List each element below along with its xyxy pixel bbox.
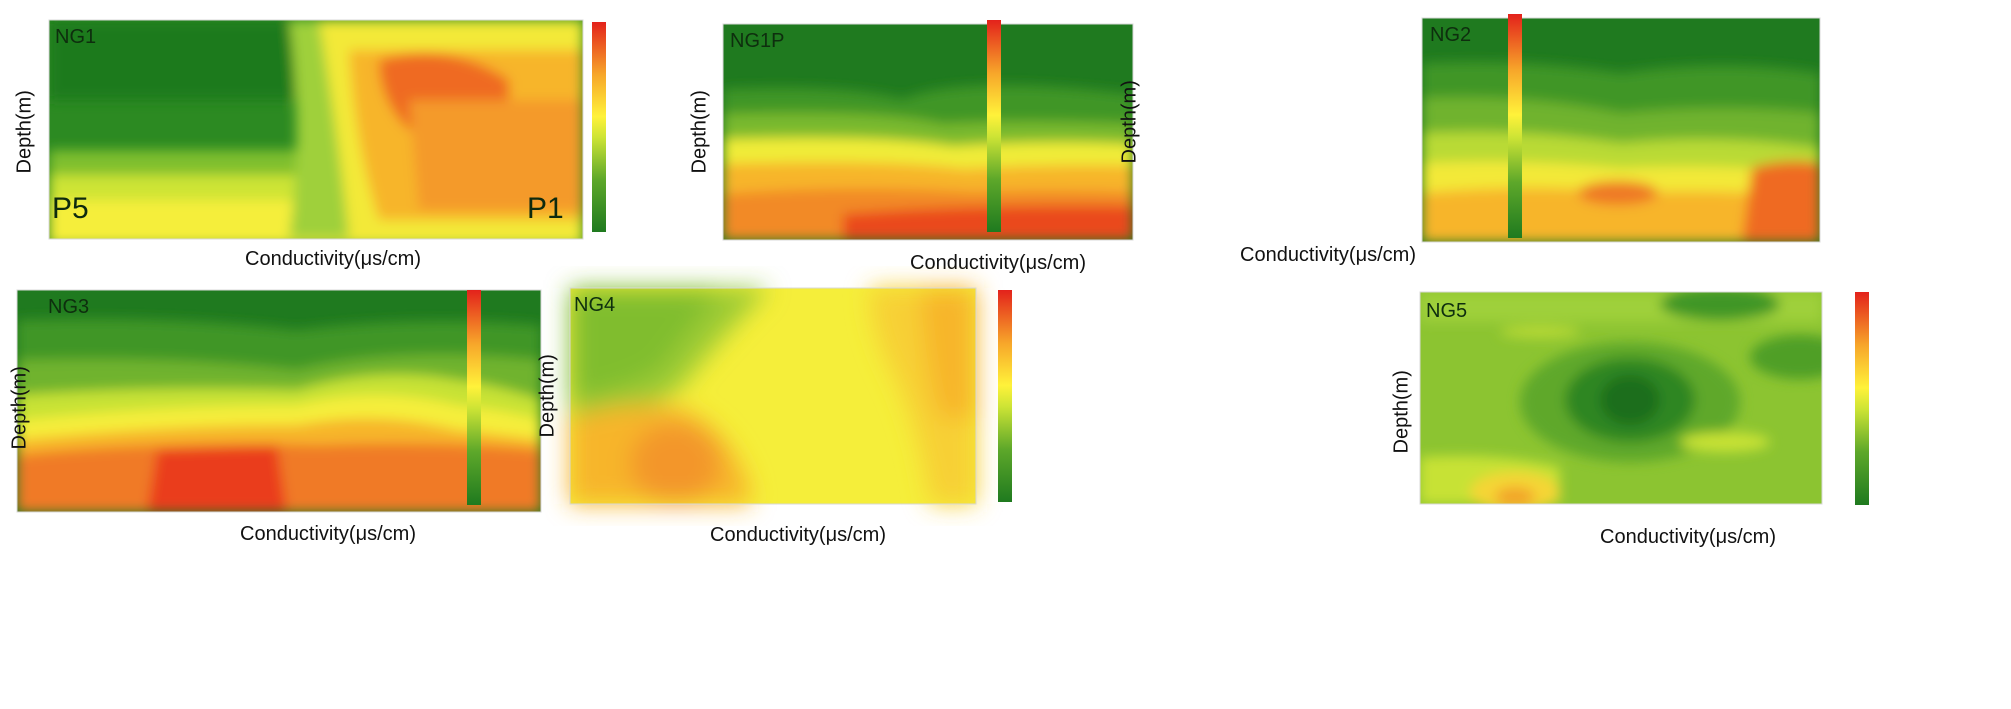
ng4-title: NG4 bbox=[574, 294, 616, 316]
ng1-title: NG1 bbox=[55, 26, 97, 48]
ng3-x-axis-label: Conductivity(μs/cm) bbox=[240, 523, 416, 545]
panel-ng3-plot: NG3 Conductivity(μs/cm) Depth(m) bbox=[0, 289, 660, 709]
ng1p-heatmap bbox=[722, 20, 1134, 241]
panel-ng2: NG2 Conductivity(μs/cm) Depth(m) bbox=[1119, 0, 2010, 350]
ng4-x-axis-label: Conductivity(μs/cm) bbox=[710, 524, 886, 546]
ng2-title: NG2 bbox=[1430, 24, 1472, 46]
panel-ng1: NG1 P5 P1 Conductivity(μs/cm) Depth(m) bbox=[0, 0, 660, 350]
ng5-title: NG5 bbox=[1426, 300, 1468, 322]
ng5-colorbar bbox=[1855, 292, 1869, 505]
panel-ng1p: NG1P Conductivity(μs/cm) Depth(m) bbox=[680, 0, 1320, 350]
ng3-title: NG3 bbox=[48, 296, 90, 318]
ng1-y-axis-label: Depth(m) bbox=[13, 90, 36, 174]
ng1-right-well-label: P1 bbox=[527, 192, 564, 225]
ng3-y-axis-label: Depth(m) bbox=[8, 366, 31, 450]
ng3-colorbar bbox=[467, 290, 481, 505]
ng1p-colorbar bbox=[987, 20, 1001, 232]
ng2-heatmap bbox=[1421, 14, 1821, 243]
ng1-heatmap bbox=[48, 19, 606, 240]
ng5-x-axis-label: Conductivity(μs/cm) bbox=[1600, 526, 1776, 548]
ng2-x-axis-label: Conductivity(μs/cm) bbox=[1240, 244, 1416, 266]
ng1-x-axis-label: Conductivity(μs/cm) bbox=[245, 248, 421, 270]
panel-ng5: NG5 Conductivity(μs/cm) Depth(m) bbox=[1391, 291, 2011, 709]
ng5-y-axis-label: Depth(m) bbox=[1390, 370, 1413, 454]
ng5-heatmap bbox=[1419, 291, 1869, 505]
ng1p-y-axis-label: Depth(m) bbox=[688, 90, 711, 174]
ng1-left-well-label: P5 bbox=[52, 192, 89, 225]
ng4-colorbar bbox=[998, 290, 1012, 502]
panel-ng4-main: NG4 Conductivity(μs/cm) Depth(m) bbox=[537, 287, 1270, 709]
ng1-colorbar bbox=[592, 22, 606, 232]
ng1p-title: NG1P bbox=[730, 30, 785, 52]
ng3-heatmap-body bbox=[16, 289, 542, 513]
ng4-y-axis-label: Depth(m) bbox=[536, 354, 559, 438]
ng4-heatmap-drawing bbox=[569, 287, 1012, 505]
ng2-y-axis-label: Depth(m) bbox=[1118, 80, 1141, 164]
ng2-colorbar bbox=[1508, 14, 1522, 238]
ng1p-x-axis-label: Conductivity(μs/cm) bbox=[910, 252, 1086, 274]
